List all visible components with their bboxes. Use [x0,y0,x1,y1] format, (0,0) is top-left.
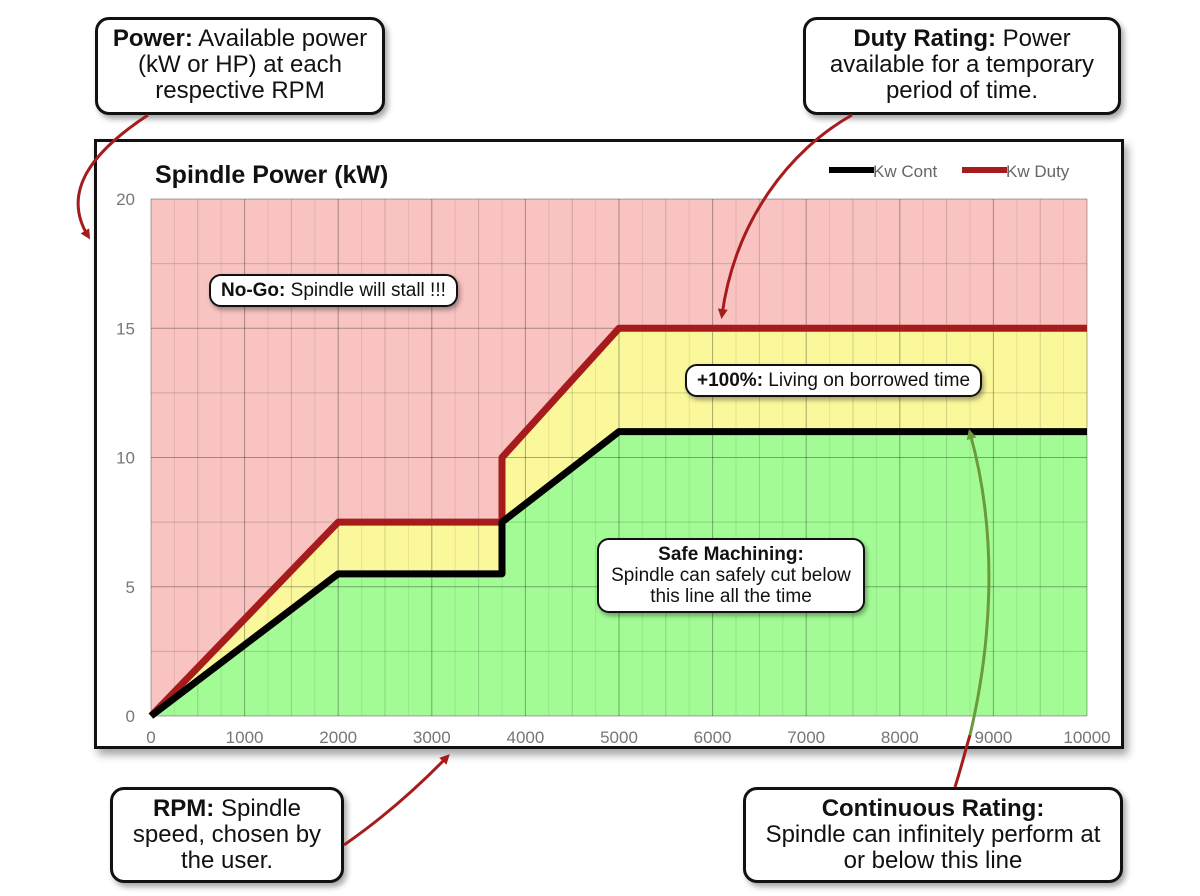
duty-zone [151,328,1087,716]
power-callout: Power: Available power (kW or HP) at eac… [95,17,385,115]
duty-rating-arrow [717,113,853,319]
x-tick-label: 5000 [600,728,638,746]
legend-label-cont: Kw Cont [873,162,938,181]
continuous-rating-callout-title: Continuous Rating: [821,795,1045,822]
rpm-callout-title: RPM: [152,795,215,822]
duty-rating-callout-text: Power available for a temporary period o… [829,25,1095,104]
power-callout-title: Power: [112,25,193,52]
y-tick-label: 10 [116,449,135,468]
power-arrow [76,113,149,240]
chart-frame: 0 1000 2000 3000 4000 5000 6000 7000 8000 9000 100… [94,139,1124,749]
no-go-label: No-Go: Spindle will stall !!! [209,274,458,307]
chart-title: Spindle Power (kW) [155,161,388,189]
y-tick-label: 0 [126,707,135,726]
x-tick-label: 2000 [319,728,357,746]
y-tick-label: 15 [116,319,135,338]
x-tick-label: 9000 [974,728,1012,746]
no-go-label-title: No-Go: [221,280,286,301]
continuous-rating-arrow-lower [953,734,972,788]
safe-machining-label-text: Spindle can safely cut below this line a… [611,565,851,607]
y-tick-label: 5 [126,578,135,597]
chart-legend: Kw Cont Kw Duty [829,162,1070,181]
duty-rating-callout: Duty Rating: Power available for a tempo… [803,17,1121,115]
rpm-callout: RPM: Spindle speed, chosen by the user. [110,787,344,883]
x-tick-label: 6000 [694,728,732,746]
x-tick-label: 8000 [881,728,919,746]
x-tick-label: 4000 [506,728,544,746]
safe-machining-label: Safe Machining: Spindle can safely cut b… [597,538,865,613]
y-tick-label: 20 [116,190,135,209]
continuous-rating-callout: Continuous Rating: Spindle can infinitel… [743,787,1123,883]
x-tick-label: 10000 [1063,728,1110,746]
power-callout-text: Available power (kW or HP) at each respe… [137,25,368,104]
borrowed-time-label: +100%: Living on borrowed time [685,364,983,397]
x-tick-label: 7000 [787,728,825,746]
borrowed-time-label-title: +100%: [697,370,764,391]
series-line-kw-cont [148,428,1087,719]
duty-rating-callout-title: Duty Rating: [853,25,996,52]
no-go-label-text: Spindle will stall !!! [285,280,446,301]
borrowed-time-label-text: Living on borrowed time [763,370,971,391]
rpm-callout-text: Spindle speed, chosen by the user. [132,795,322,874]
rpm-arrow [343,754,450,847]
x-tick-label: 3000 [413,728,451,746]
continuous-rating-arrow-upper [966,429,991,736]
x-tick-label: 0 [146,728,155,746]
continuous-rating-callout-text: Spindle can infinitely perform at or bel… [765,821,1101,874]
legend-label-duty: Kw Duty [1006,162,1070,181]
safe-machining-label-title: Safe Machining: [658,544,804,565]
series-line-kw-duty [148,324,1087,719]
x-tick-label: 1000 [226,728,264,746]
